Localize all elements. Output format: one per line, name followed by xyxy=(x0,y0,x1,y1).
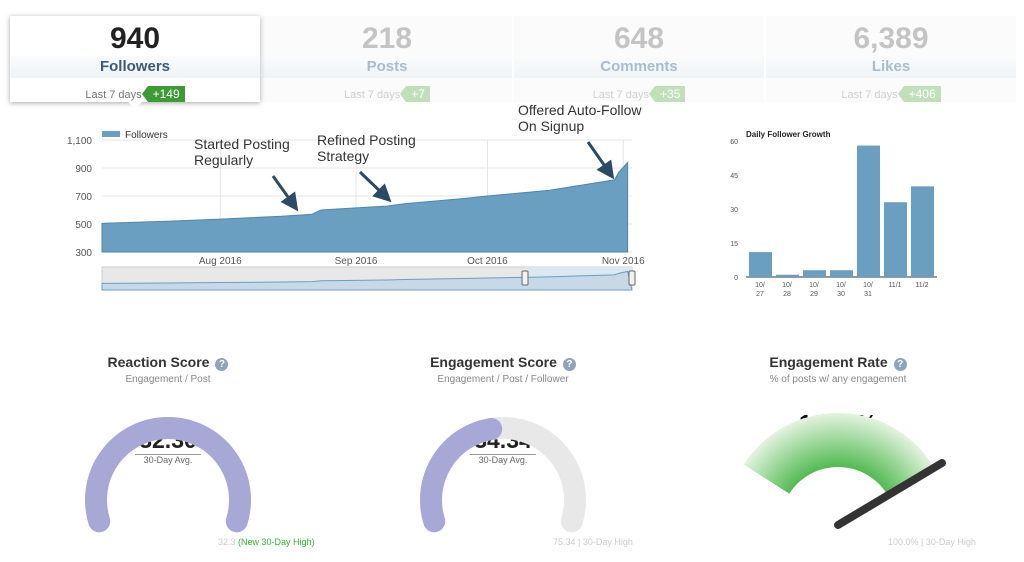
legend-label: Followers xyxy=(125,130,168,141)
gauge-subtitle: % of posts w/ any engagement xyxy=(769,374,907,385)
gauge-avg-label: 30-Day Avg. xyxy=(143,455,193,465)
gauge-needle xyxy=(834,459,946,529)
annotation-3: Offered Auto-Follow On Signup xyxy=(518,102,642,134)
navigator-handle[interactable] xyxy=(521,270,529,286)
card-period: Last 7 days xyxy=(344,89,401,101)
bar xyxy=(884,202,907,277)
bar xyxy=(830,270,853,277)
gauge-value-box: 34.34 30-Day Avg. xyxy=(443,427,563,465)
y-tick-label: 500 xyxy=(75,220,92,231)
bar xyxy=(857,145,880,277)
card-value: 218 xyxy=(361,22,413,55)
y-tick-label: 1,100 xyxy=(67,136,92,147)
arrow-icon xyxy=(271,175,299,212)
x-tick-label: 11/1 xyxy=(888,282,901,289)
bar-chart-title: Daily Follower Growth xyxy=(746,130,831,139)
gauge-max: 100.0% | 30-Day High xyxy=(888,537,976,547)
followers-area xyxy=(101,161,629,253)
bar xyxy=(911,186,934,277)
x-tick-label: 10/30 xyxy=(836,282,846,298)
arrow-icon xyxy=(586,141,615,180)
y-tick-label: 0 xyxy=(734,275,738,282)
bar xyxy=(749,252,772,277)
navigator-series xyxy=(101,270,633,291)
gauge-value-box: 32.30 30-Day Avg. xyxy=(108,427,228,465)
x-tick-label: 10/29 xyxy=(809,282,819,298)
x-tick-label: Sep 2016 xyxy=(335,256,378,267)
card-label: Likes xyxy=(766,56,1016,78)
card-value: 6,389 xyxy=(853,22,929,55)
arrow-icon xyxy=(358,170,392,203)
gauge-1-header: Engagement Score? Engagement / Post / Fol… xyxy=(353,354,653,385)
card-label: Posts xyxy=(262,56,512,78)
x-tick-label: 10/31 xyxy=(863,282,873,298)
gauge-max-text: 100.0% | 30-Day High xyxy=(888,537,976,547)
delta-badge: +7 xyxy=(400,86,430,102)
gauge-max-text: 32.3 xyxy=(218,537,236,547)
card-likes[interactable]: 6,389 Likes Last 7 days +406 xyxy=(766,16,1016,102)
x-tick-label: 11/2 xyxy=(915,282,928,289)
delta-badge: +149 xyxy=(141,86,185,102)
card-period: Last 7 days xyxy=(841,89,898,101)
gauge-title: Reaction Score xyxy=(107,354,210,370)
card-comments[interactable]: 648 Comments Last 7 days +35 xyxy=(514,16,764,102)
delta-badge: +35 xyxy=(648,86,686,102)
x-tick-label: Aug 2016 xyxy=(199,256,242,267)
x-tick-label: 10/27 xyxy=(755,282,765,298)
gauge-title: Engagement Score xyxy=(430,354,557,370)
bar xyxy=(776,274,799,277)
y-tick-label: 60 xyxy=(730,139,738,146)
gauge-subtitle: Engagement / Post / Follower xyxy=(437,374,569,385)
card-followers[interactable]: 940 Followers Last 7 days +149 xyxy=(10,16,260,109)
y-tick-label: 300 xyxy=(75,248,92,259)
gauge-value: 34.34 xyxy=(470,427,536,455)
annotation-2: Refined Posting Strategy xyxy=(317,132,416,164)
help-icon[interactable]: ? xyxy=(562,358,576,371)
delta-badge: +406 xyxy=(897,86,941,102)
gauge-max: 75.34 | 30-Day High xyxy=(553,537,633,547)
card-period: Last 7 days xyxy=(592,89,649,101)
bar xyxy=(803,270,826,277)
card-value: 940 xyxy=(109,22,161,55)
gauge-max-text: 75.34 | 30-Day High xyxy=(553,537,633,547)
gauge-0-header: Reaction Score? Engagement / Post xyxy=(18,354,318,385)
card-value: 648 xyxy=(613,22,665,55)
card-posts[interactable]: 218 Posts Last 7 days +7 xyxy=(262,16,512,102)
gauge-note: (New 30-Day High) xyxy=(238,537,315,547)
x-tick-label: Nov 2016 xyxy=(602,256,645,267)
x-tick-label: 10/28 xyxy=(782,282,792,298)
navigator-handle[interactable] xyxy=(628,270,636,286)
gauge-subtitle: Engagement / Post xyxy=(125,374,211,385)
help-icon[interactable]: ? xyxy=(893,358,907,371)
y-tick-label: 900 xyxy=(75,164,92,175)
card-period: Last 7 days xyxy=(85,89,142,101)
legend-swatch xyxy=(102,131,120,137)
y-tick-label: 15 xyxy=(730,241,738,248)
gauge-2-header: Engagement Rate? % of posts w/ any engage… xyxy=(688,354,988,385)
card-label: Comments xyxy=(514,56,764,78)
annotation-1: Started Posting Regularly xyxy=(194,136,290,168)
help-icon[interactable]: ? xyxy=(215,358,229,371)
y-tick-label: 30 xyxy=(730,207,738,214)
gauge-max: 32.3 (New 30-Day High) xyxy=(218,537,315,547)
x-tick-label: Oct 2016 xyxy=(467,256,508,267)
annotation-arrows xyxy=(271,141,615,212)
card-label: Followers xyxy=(10,56,260,78)
gauge-value: 100.0% xyxy=(798,410,877,436)
gauge-title: Engagement Rate xyxy=(769,354,888,370)
gauge-value: 32.30 xyxy=(135,427,201,455)
y-tick-label: 45 xyxy=(730,173,738,180)
gauge-avg-label: 30-Day Avg. xyxy=(478,455,528,465)
y-tick-label: 700 xyxy=(75,192,92,203)
